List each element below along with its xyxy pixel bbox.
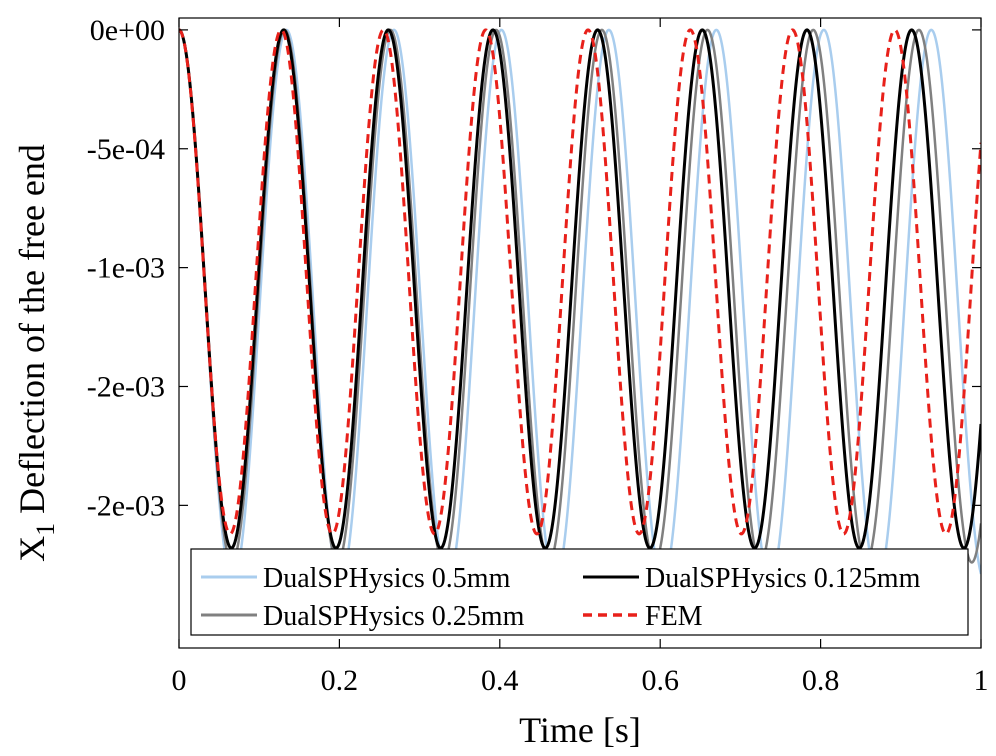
legend-box	[190, 548, 969, 636]
legend-label: DualSPHysics 0.125mm	[645, 563, 921, 594]
x-tick-label: 0.8	[802, 664, 840, 697]
legend-label: DualSPHysics 0.25mm	[263, 601, 525, 632]
x-tick-label: 0.4	[481, 664, 519, 697]
y-tick-label: 0e+00	[90, 14, 165, 47]
legend-label: FEM	[645, 601, 703, 632]
y-axis-label: X1 Deflection of the free end	[12, 144, 60, 562]
y-tick-label: -2e-03	[87, 370, 165, 403]
x-tick-label: 1	[974, 664, 989, 697]
y-tick-label: -2e-03	[87, 489, 165, 522]
series-line-dualsphysics-0-5mm	[179, 28, 981, 583]
series-line-fem	[179, 28, 981, 536]
axes: 0 0.2 0.4 0.6 0.8 1 0e+00 -5e-04 -1e-03 -2e-03 -2e…	[87, 14, 989, 697]
x-tick-label: 0.2	[321, 664, 359, 697]
y-axis-label-text: Deflection of the free end	[12, 144, 52, 523]
axes-frame	[178, 17, 982, 649]
x-axis-label: Time [s]	[519, 710, 641, 750]
x-tick-label: 0	[172, 664, 187, 697]
y-tick-label: -5e-04	[87, 133, 165, 166]
series-line-dualsphysics-0-125mm	[179, 28, 981, 550]
y-axis-label-subscript: 1	[31, 523, 60, 536]
series-line-dualsphysics-0-25mm	[179, 28, 981, 564]
x-tick-label: 0.6	[641, 664, 679, 697]
legend-label: DualSPHysics 0.5mm	[263, 563, 511, 594]
legend: DualSPHysics 0.5mm DualSPHysics 0.125mm Du…	[190, 548, 969, 636]
y-axis-label-main: X	[12, 536, 52, 562]
plot-area	[179, 28, 981, 583]
y-tick-label: -1e-03	[87, 252, 165, 285]
